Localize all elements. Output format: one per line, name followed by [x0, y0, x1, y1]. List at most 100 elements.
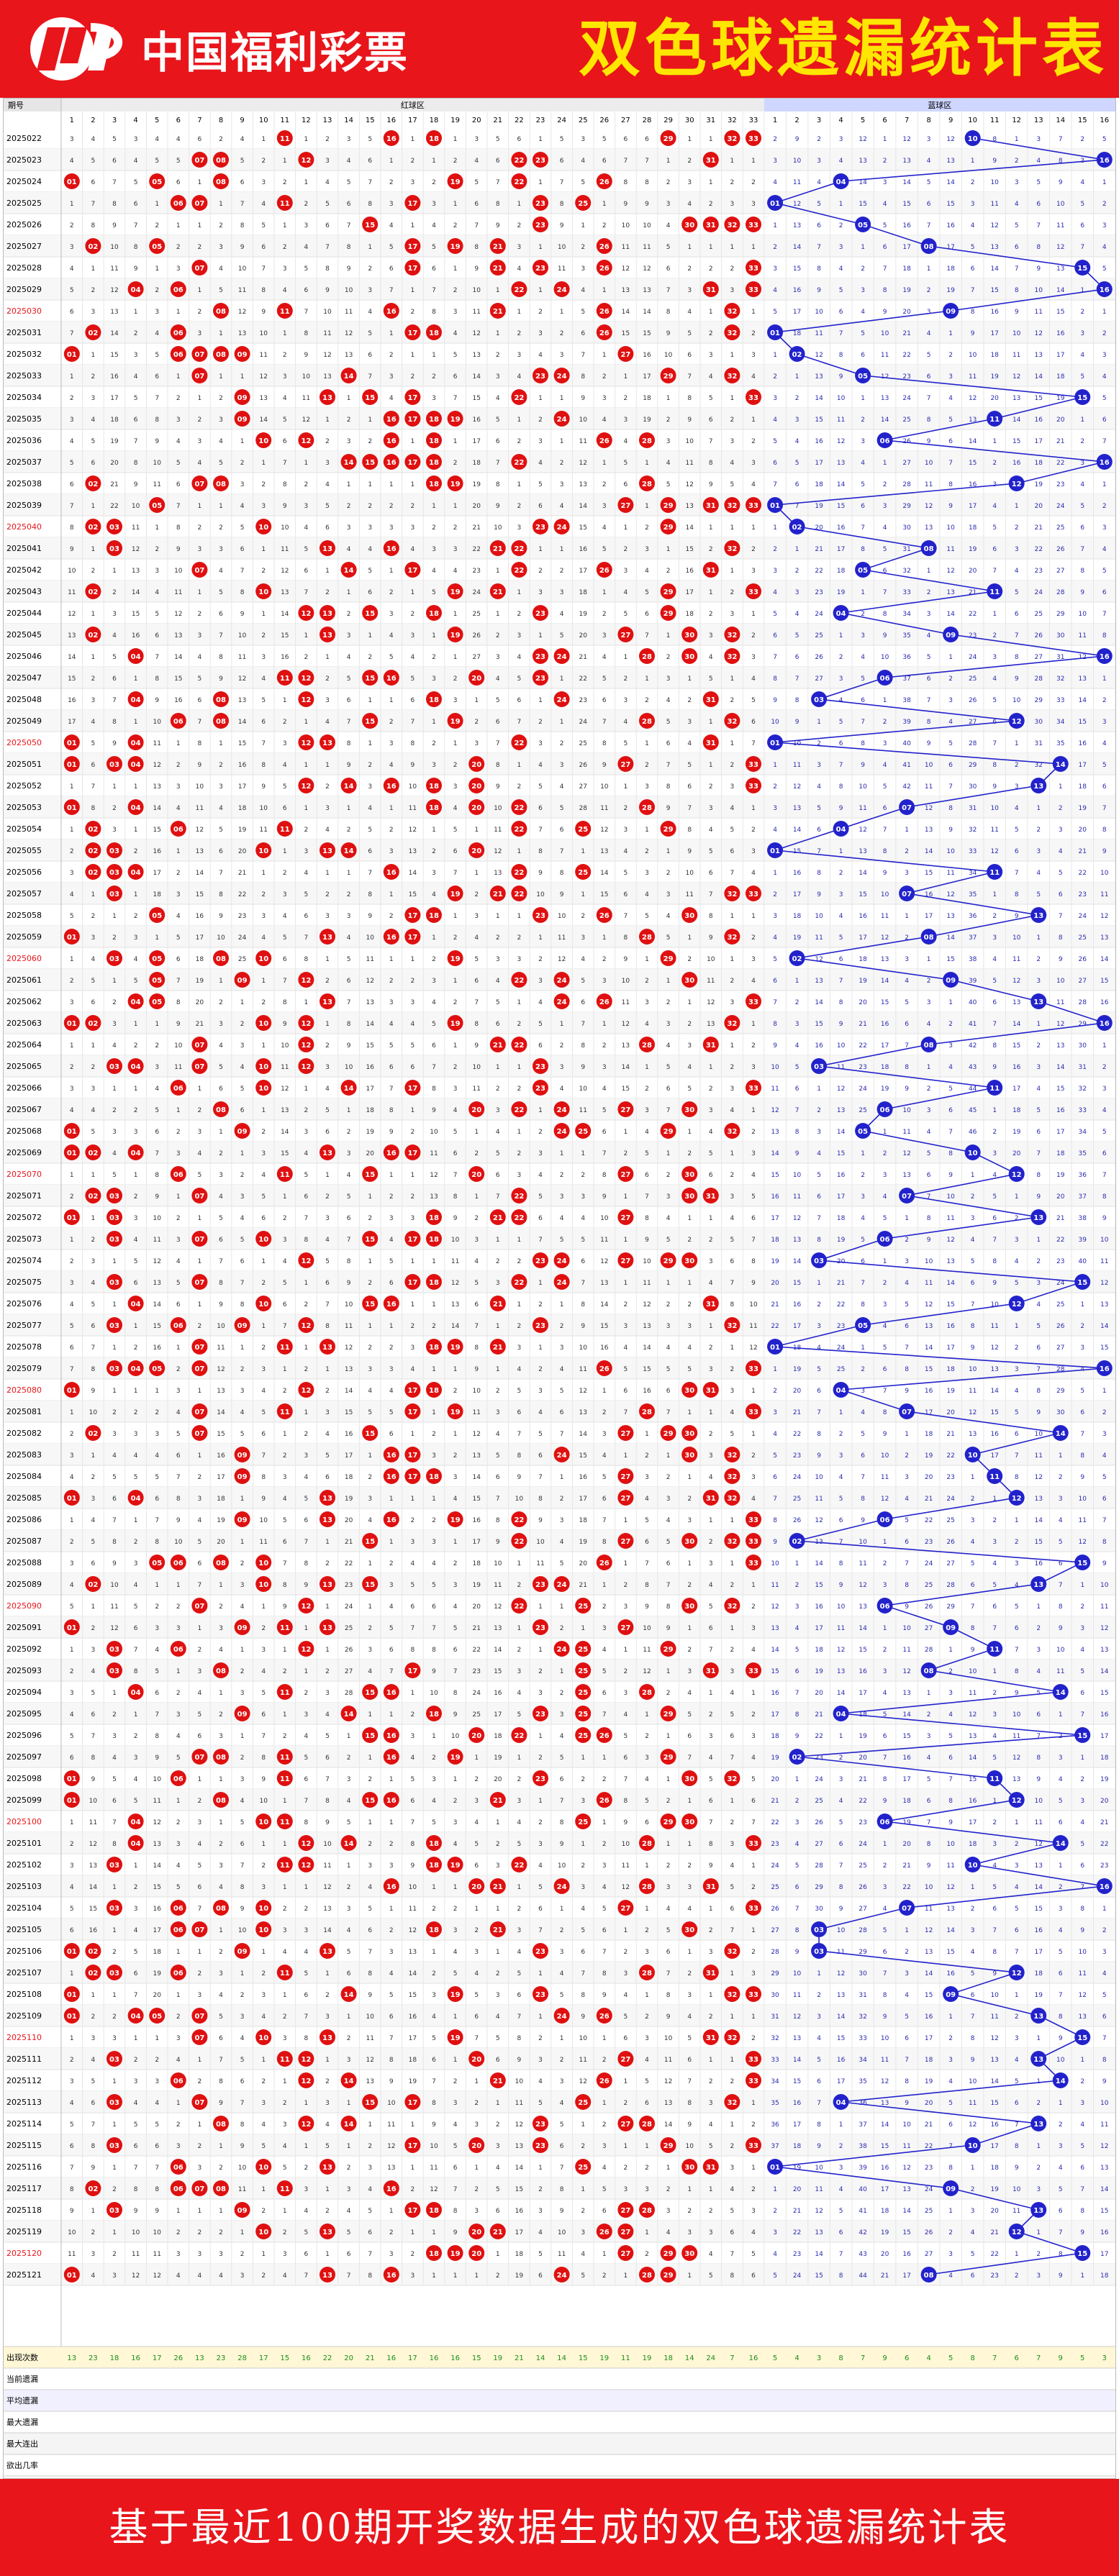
red-omission-value: 11: [451, 1258, 459, 1265]
red-ball-number: 12: [301, 1603, 311, 1611]
blue-omission-value: 6: [1080, 524, 1084, 532]
blue-omission-value: 33: [969, 848, 977, 855]
issue-number: 2025034: [6, 393, 42, 402]
red-omission-value: 1: [538, 244, 543, 251]
red-ball-number: 03: [109, 524, 119, 532]
red-omission-value: 6: [751, 719, 756, 726]
red-omission-value: 9: [411, 1862, 415, 1870]
blue-omission-value: 14: [1079, 697, 1087, 704]
red-omission-value: 6: [602, 1927, 607, 1934]
red-omission-value: 15: [643, 330, 651, 337]
blue-omission-value: 5: [1102, 395, 1107, 402]
red-ball-number: 23: [535, 912, 545, 920]
red-omission-value: 2: [325, 675, 330, 683]
red-omission-value: 2: [517, 1906, 522, 1913]
blue-omission-value: 26: [858, 1884, 867, 1891]
red-ball-number: 07: [194, 1754, 204, 1762]
red-ball-number: 06: [173, 718, 184, 726]
red-omission-value: 5: [560, 136, 564, 143]
red-omission-value: 5: [496, 136, 500, 143]
blue-number-header: 6: [882, 117, 887, 124]
blue-omission-value: 15: [858, 891, 866, 898]
blue-omission-value: 20: [815, 1690, 823, 1697]
red-omission-value: 8: [432, 1647, 436, 1654]
red-ball: [276, 130, 293, 146]
red-omission-value: 6: [751, 1215, 756, 1222]
red-omission-value: 12: [281, 568, 289, 575]
red-omission-value: 8: [389, 1107, 394, 1114]
blue-omission-value: 20: [858, 999, 867, 1006]
red-omission-value: 3: [517, 956, 522, 963]
blue-omission-value: 13: [1012, 999, 1020, 1006]
blue-omission-value: 8: [1036, 1754, 1041, 1762]
red-omission-value: 11: [749, 1323, 757, 1330]
blue-omission-value: 16: [1034, 417, 1043, 424]
red-omission-value: 1: [240, 1539, 245, 1546]
blue-omission-value: 10: [1056, 978, 1065, 985]
red-number-header: 10: [259, 117, 268, 124]
blue-omission-value: 14: [925, 848, 933, 855]
blue-omission-value: 9: [948, 503, 953, 510]
blue-omission-value: 4: [773, 589, 777, 596]
red-omission-value: 1: [134, 827, 138, 834]
blue-omission-value: 46: [969, 1129, 977, 1136]
red-ball-number: 33: [748, 265, 758, 273]
red-omission-value: 1: [687, 1841, 692, 1848]
blue-omission-value: 1: [1015, 136, 1019, 143]
red-ball-number: 02: [88, 1581, 98, 1589]
red-ball-number: 23: [535, 222, 545, 229]
red-omission-value: 3: [134, 352, 138, 359]
blue-omission-value: 8: [817, 1431, 821, 1438]
blue-omission-value: 16: [793, 287, 802, 294]
red-number-header: 23: [536, 117, 545, 124]
red-omission-value: 2: [474, 1215, 479, 1222]
red-omission-value: 2: [538, 568, 543, 575]
red-omission-value: 10: [281, 1042, 289, 1050]
blue-omission-value: 12: [969, 1711, 977, 1719]
blue-omission-value: 1: [1080, 417, 1084, 424]
red-omission-value: 5: [240, 524, 245, 532]
red-ball-number: 18: [429, 804, 439, 812]
red-omission-value: 4: [70, 1301, 74, 1309]
issue-number: 2025094: [6, 1688, 42, 1697]
red-omission-value: 1: [709, 1409, 713, 1416]
red-omission-value: 3: [687, 719, 692, 726]
red-omission-value: 6: [304, 1776, 309, 1783]
red-omission-value: 4: [389, 1603, 394, 1611]
red-omission-value: 3: [474, 1949, 479, 1956]
red-ball-number: 13: [322, 1344, 332, 1352]
red-omission-value: 6: [261, 719, 266, 726]
red-omission-value: 4: [453, 1496, 458, 1503]
red-omission-value: 9: [432, 1107, 436, 1114]
red-omission-value: 6: [602, 697, 607, 704]
blue-omission-value: 14: [946, 179, 955, 186]
red-ball-number: 07: [194, 157, 204, 165]
red-ball-number: 04: [131, 696, 141, 704]
blue-omission-value: 12: [1034, 1474, 1042, 1481]
blue-omission-value: 16: [793, 870, 802, 877]
blue-omission-value: 1: [927, 956, 931, 963]
red-omission-value: 2: [709, 1431, 713, 1438]
red-omission-value: 6: [411, 697, 415, 704]
blue-omission-value: 2: [1015, 1841, 1019, 1848]
red-omission-value: 6: [112, 158, 117, 165]
red-omission-value: 2: [219, 1150, 223, 1157]
blue-omission-value: 4: [971, 1237, 975, 1244]
red-number-header: 2: [91, 117, 95, 124]
blue-omission-value: 8: [883, 611, 887, 618]
red-omission-value: 2: [368, 762, 372, 769]
blue-omission-value: 13: [902, 1690, 910, 1697]
red-ball-number: 15: [365, 394, 375, 402]
red-omission-value: 9: [474, 265, 479, 273]
red-omission-value: 4: [176, 805, 181, 812]
red-ball-number: 01: [67, 1387, 77, 1395]
red-omission-value: 3: [730, 611, 735, 618]
red-omission-value: 1: [155, 1582, 159, 1589]
red-ball: [702, 152, 719, 168]
red-omission-value: 4: [730, 1862, 735, 1870]
red-omission-value: 8: [304, 1819, 309, 1826]
red-omission-value: 14: [451, 1323, 460, 1330]
red-omission-value: 2: [91, 675, 96, 683]
red-omission-value: 6: [602, 1496, 607, 1503]
red-omission-value: 3: [198, 330, 202, 337]
